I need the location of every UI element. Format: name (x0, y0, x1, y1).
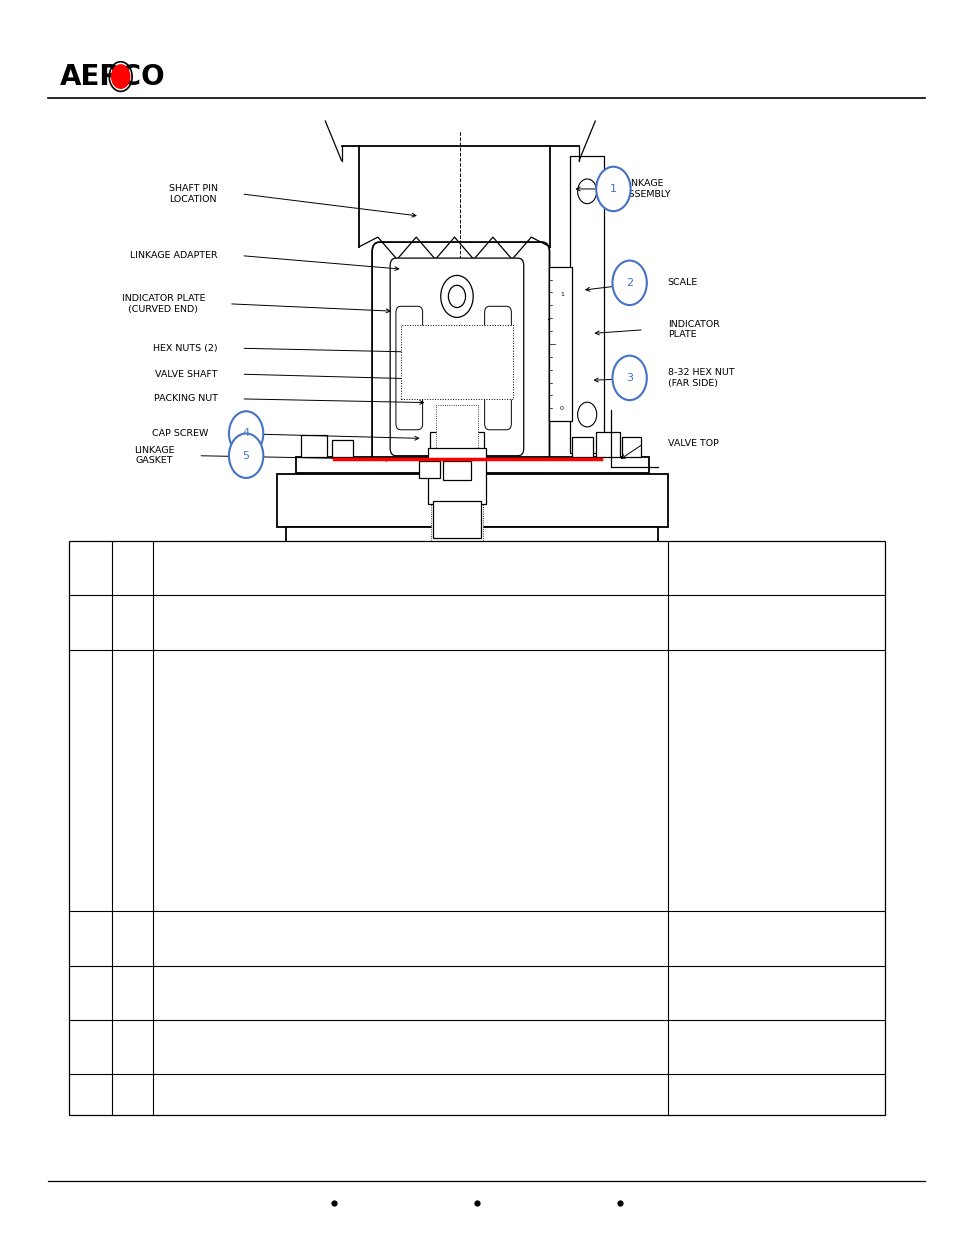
Bar (400, 325, 513, 399)
Bar (418, 461, 439, 478)
Bar (447, 555, 466, 576)
Circle shape (229, 433, 263, 478)
Circle shape (612, 261, 646, 305)
Bar (286, 527, 658, 584)
Bar (332, 440, 353, 457)
FancyBboxPatch shape (390, 258, 523, 456)
Text: 1: 1 (559, 291, 563, 298)
Text: PACKING NUT: PACKING NUT (153, 394, 217, 404)
Text: 3: 3 (625, 373, 633, 383)
Bar (442, 461, 471, 480)
Bar (596, 432, 619, 457)
Text: VALVE TOP: VALVE TOP (667, 438, 718, 448)
Circle shape (577, 179, 596, 204)
Circle shape (112, 65, 130, 89)
FancyBboxPatch shape (395, 306, 422, 430)
Text: SCALE: SCALE (667, 278, 698, 288)
Text: INDICATOR
PLATE: INDICATOR PLATE (667, 320, 719, 340)
Text: 1: 1 (609, 184, 617, 194)
Bar (276, 474, 667, 527)
Text: 8-32 HEX NUT
(FAR SIDE): 8-32 HEX NUT (FAR SIDE) (667, 368, 734, 388)
Text: LINKAGE
GASKET: LINKAGE GASKET (134, 446, 174, 466)
Circle shape (596, 167, 630, 211)
Bar (428, 448, 485, 504)
Bar (430, 432, 483, 457)
Text: AERCO: AERCO (60, 63, 166, 90)
Circle shape (577, 403, 596, 427)
Text: 0: 0 (559, 406, 563, 411)
Circle shape (448, 285, 465, 308)
FancyBboxPatch shape (372, 242, 549, 473)
Text: 5: 5 (242, 451, 250, 461)
Text: HEX NUTS (2): HEX NUTS (2) (152, 343, 217, 353)
Bar (570, 156, 603, 453)
Bar (437, 412, 476, 432)
FancyBboxPatch shape (484, 306, 511, 430)
Bar (300, 435, 327, 457)
Text: VALVE SHAFT: VALVE SHAFT (154, 369, 217, 379)
Text: 2: 2 (625, 278, 633, 288)
Bar (295, 457, 648, 473)
Circle shape (229, 411, 263, 456)
Bar (431, 489, 482, 557)
Text: LINKAGE
ASSEMBLY: LINKAGE ASSEMBLY (622, 179, 671, 199)
Circle shape (612, 356, 646, 400)
Text: SHAFT PIN
LOCATION: SHAFT PIN LOCATION (169, 184, 217, 204)
Bar (436, 405, 477, 454)
Text: INDICATOR PLATE
(CURVED END): INDICATOR PLATE (CURVED END) (121, 294, 205, 314)
Bar (433, 501, 480, 538)
Text: CAP SCREW: CAP SCREW (152, 429, 208, 438)
Bar (621, 437, 640, 457)
Text: LINKAGE ADAPTER: LINKAGE ADAPTER (130, 251, 217, 261)
Text: VALVE BODY: VALVE BODY (434, 551, 510, 561)
Bar (69, 541, 884, 1115)
Text: 4: 4 (242, 429, 250, 438)
Bar (548, 267, 572, 421)
Bar (572, 437, 593, 457)
Circle shape (440, 275, 473, 317)
